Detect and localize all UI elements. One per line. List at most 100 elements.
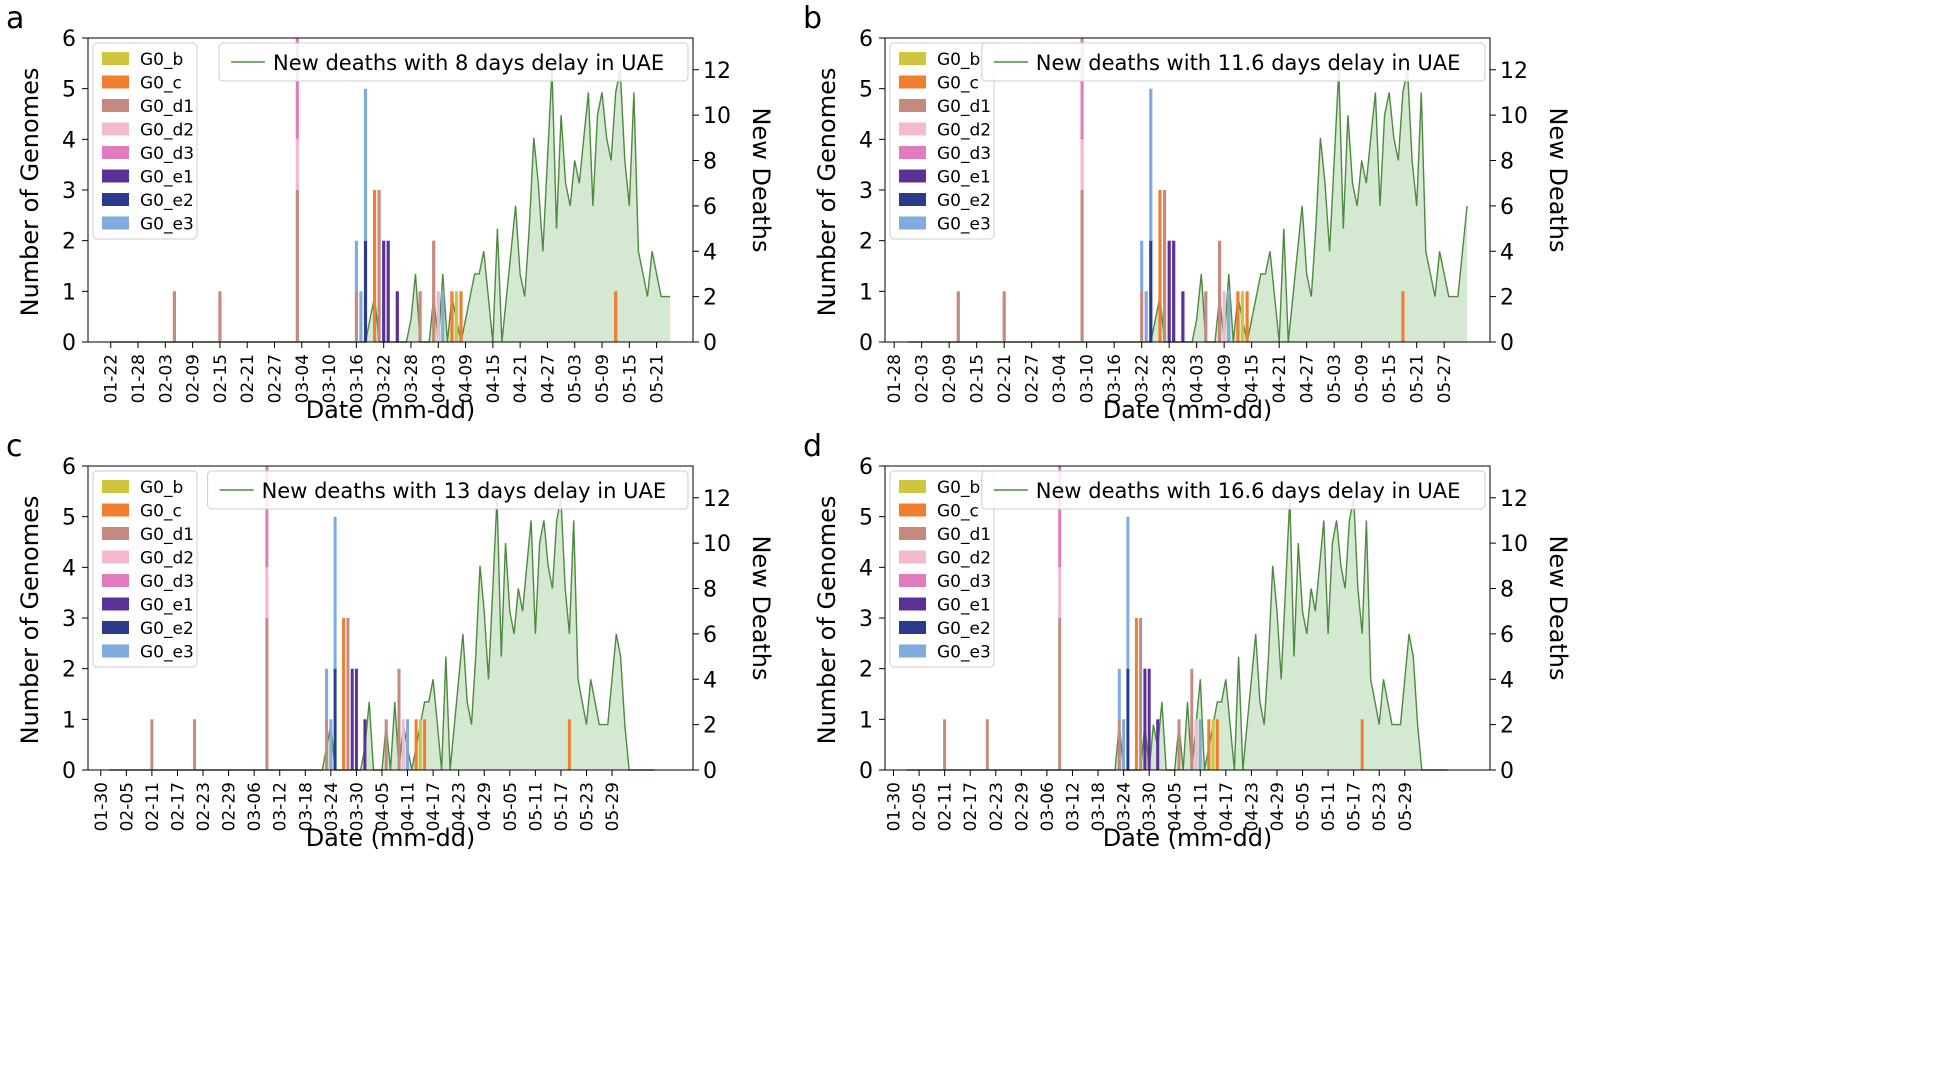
- legend-swatch: [102, 52, 129, 65]
- y-axis-left: 0 1 2 3 4 5 6: [859, 27, 885, 356]
- genome-bars: [150, 466, 571, 770]
- y-tick-label: 2: [62, 658, 76, 683]
- x-tick-label: 03-12: [271, 782, 291, 831]
- bar-g0-e3: [329, 719, 333, 770]
- y2-tick-label: 0: [1500, 759, 1514, 784]
- bar-g0-d1: [1177, 719, 1181, 770]
- deaths-series: [109, 497, 655, 771]
- y2-tick-label: 4: [703, 240, 717, 265]
- x-tick-label: 04-05: [1166, 782, 1186, 831]
- y2-tick-label: 12: [1500, 59, 1528, 84]
- bar-g0-d3: [1080, 38, 1084, 140]
- bar-g0-e2: [1126, 668, 1130, 770]
- y-tick-label: 0: [62, 331, 76, 356]
- x-tick-label: 02-27: [1023, 354, 1043, 403]
- bar-g0-d1: [1002, 291, 1006, 342]
- legend-label: G0_c: [140, 74, 182, 94]
- bar-g0-d1: [432, 240, 436, 342]
- x-tick-label: 03-24: [322, 782, 342, 831]
- y2-tick-label: 2: [703, 714, 717, 739]
- chart-panel-c: c 0 1 2 3 4 5 6 0 2 4 6 8 10 12 01-30 02-05 02-11 02-17 02-…: [0, 428, 973, 962]
- bar-g0-c: [459, 291, 463, 342]
- legend-deaths-label: New deaths with 13 days delay in UAE: [262, 479, 667, 503]
- bar-g0-d1: [985, 719, 989, 770]
- legend-label: G0_d1: [140, 97, 194, 117]
- y2-tick-label: 8: [1500, 150, 1514, 175]
- legend-swatch: [102, 527, 129, 540]
- deaths-series: [906, 497, 1448, 771]
- y2-tick-label: 2: [703, 286, 717, 311]
- x-tick-label: 05-11: [1319, 782, 1339, 831]
- legend-box: [207, 470, 689, 510]
- legend-label: G0_e1: [140, 596, 194, 616]
- bar-g0-e1: [363, 719, 367, 770]
- bar-g0-e1: [354, 668, 358, 770]
- x-tick-label: 05-11: [526, 782, 546, 831]
- legend-label: G0_e3: [140, 215, 194, 235]
- y2-axis-title: New Deaths: [747, 535, 775, 680]
- legend-label: G0_d2: [937, 549, 991, 569]
- x-tick-label: 02-05: [910, 782, 930, 831]
- legend-label: G0_e2: [937, 619, 991, 639]
- chart-panel-a: a 0 1 2 3 4 5 6 0 2 4 6 8 10 12 01-22 01-28 02-03 02-09 02-…: [0, 0, 973, 534]
- x-tick-label: 04-15: [484, 354, 504, 403]
- x-tick-label: 01-28: [885, 354, 905, 403]
- x-tick-label: 04-21: [1270, 354, 1290, 403]
- x-tick-label: 03-04: [1050, 354, 1070, 403]
- x-tick-label: 05-29: [1396, 782, 1416, 831]
- x-tick-label: 05-17: [552, 782, 572, 831]
- legend-label: G0_e1: [937, 596, 991, 616]
- deaths-legend: New deaths with 8 days delay in UAE: [218, 42, 689, 82]
- y2-tick-label: 0: [1500, 331, 1514, 356]
- y-tick-label: 5: [859, 506, 873, 531]
- bar-g0-e1: [350, 668, 354, 770]
- x-tick-label: 04-03: [1188, 354, 1208, 403]
- y-axis-left: 0 1 2 3 4 5 6: [859, 455, 885, 784]
- bar-g0-b: [1211, 719, 1215, 770]
- bar-g0-d1: [956, 291, 960, 342]
- x-tick-label: 05-05: [501, 782, 521, 831]
- y2-tick-label: 6: [703, 195, 717, 220]
- bar-g0-e1: [386, 240, 390, 342]
- y2-tick-label: 10: [1500, 532, 1528, 557]
- y-tick-label: 4: [859, 128, 873, 153]
- legend-swatch: [899, 527, 926, 540]
- x-tick-label: 05-29: [603, 782, 623, 831]
- x-tick-label: 05-23: [1370, 782, 1390, 831]
- x-tick-label: 03-10: [320, 354, 340, 403]
- legend-label: G0_d3: [140, 572, 194, 592]
- deaths-legend: New deaths with 13 days delay in UAE: [207, 470, 689, 510]
- bar-g0-d2: [265, 567, 269, 618]
- deaths-area: [907, 69, 1468, 343]
- panel-letter: c: [6, 429, 23, 464]
- legend-swatch: [899, 216, 926, 230]
- legend-deaths-label: New deaths with 11.6 days delay in UAE: [1036, 51, 1461, 75]
- legend-swatch: [102, 216, 129, 230]
- bar-g0-c: [414, 719, 418, 770]
- x-tick-label: 04-17: [424, 782, 444, 831]
- legend-box: [92, 470, 198, 668]
- x-tick-label: 04-11: [1191, 782, 1211, 831]
- y2-tick-label: 0: [703, 331, 717, 356]
- genome-bars: [956, 38, 1405, 342]
- x-tick-label: 01-28: [129, 354, 149, 403]
- x-tick-label: 02-11: [143, 782, 163, 831]
- bar-g0-c: [614, 291, 618, 342]
- bar-g0-d1: [377, 190, 381, 342]
- bar-g0-d1: [397, 668, 401, 770]
- legend-swatch: [102, 550, 129, 564]
- deaths-line: [907, 69, 1468, 343]
- legend-swatch: [899, 621, 926, 634]
- legend-swatch: [102, 122, 129, 136]
- bar-g0-d1: [943, 719, 947, 770]
- bar-g0-e1: [382, 240, 386, 342]
- x-tick-label: 03-18: [1089, 782, 1109, 831]
- legend-swatch: [102, 621, 129, 634]
- legend-label: G0_c: [937, 502, 979, 522]
- panel-letter: d: [803, 429, 822, 464]
- bar-g0-c: [373, 190, 377, 342]
- y-tick-label: 3: [859, 179, 873, 204]
- x-tick-label: 03-10: [1078, 354, 1098, 403]
